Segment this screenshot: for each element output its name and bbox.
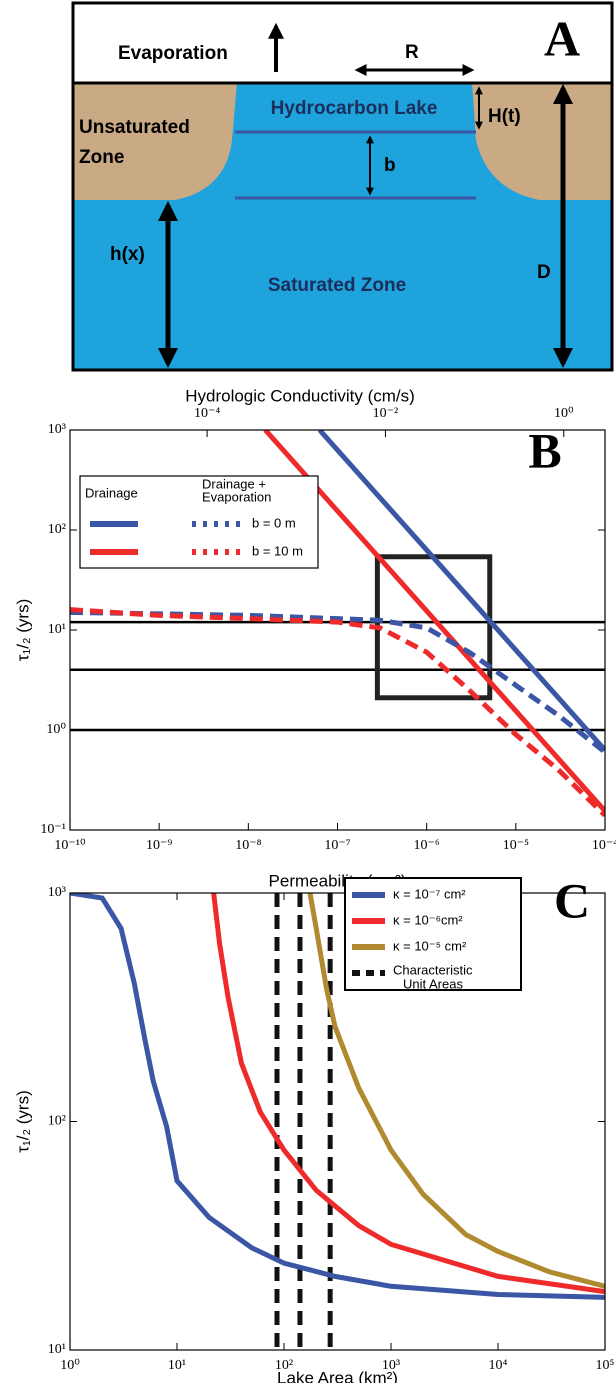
x-tick-label: 10² [275,1358,293,1373]
legend: Drainage Drainage +Evaporation b = 0 m b = … [79,475,319,569]
x-tick-label: 10⁻⁴ [592,838,616,853]
y-tick-label: 10¹ [48,1342,66,1357]
y-tick-label: 10² [48,1114,66,1129]
series-line [70,609,605,755]
x2-tick-label: 10⁻⁴ [194,406,220,421]
legend: κ = 10⁻⁷ cm² κ = 10⁻⁶cm² κ = 10⁻⁵ cm² Chara… [344,877,522,991]
lake-label: Hydrocarbon Lake [271,98,438,119]
x-tick-label: 10⁰ [60,1358,80,1373]
legend-header: Drainage [85,485,138,500]
y-axis-label: τ₁/₂ (yrs) [13,599,32,661]
panel-a: Evaporation R A Hydrocarbon Lake H(t) Un… [71,1,614,372]
series-line [307,893,605,1289]
y-tick-label: 10³ [48,422,66,437]
x-tick-label: 10¹ [168,1358,186,1373]
y-tick-label: 10⁰ [46,722,66,737]
panel-label: A [544,10,580,66]
legend-header: Drainage + [202,476,266,491]
panel-label: C [554,872,590,928]
b-label: b [384,155,396,176]
hx-label: h(x) [110,244,145,265]
x-tick-label: 10⁻⁶ [414,838,440,853]
x-tick-label: 10⁴ [489,1358,508,1373]
y-tick-label: 10⁻¹ [40,822,66,837]
chart: 10⁻¹⁰ 10⁻⁹ 10⁻⁸ 10⁻⁷ 10⁻⁶ 10⁻⁵ 10⁻⁴ 10⁻⁴ 10⁻² 10⁰… [13,386,616,890]
legend-label: Unit Areas [403,976,463,991]
x-tick-label: 10⁻⁸ [235,838,261,853]
series-line [70,893,605,1300]
x-axis-label: Lake Area (km²) [277,1368,398,1383]
y-tick-label: 10³ [48,885,66,900]
y-axis-label: τ₁/₂ (yrs) [13,1090,32,1152]
plot [70,893,605,1350]
x-tick-label: 10⁻⁹ [146,838,172,853]
lake-depth-label: H(t) [488,106,521,127]
x-tick-label: 10⁻¹⁰ [54,838,86,853]
legend-label: b = 10 m [252,543,303,558]
x2-tick-label: 10⁰ [554,406,574,421]
series-line [317,430,605,752]
evaporation-label: Evaporation [118,43,228,64]
x-tick-label: 10⁻⁷ [324,838,350,853]
d-label: D [537,262,551,283]
series-line [70,607,605,818]
lake [170,83,545,201]
x2-tick-label: 10⁻² [373,406,399,421]
y-tick-label: 10¹ [48,622,66,637]
y-tick-label: 10² [48,522,66,537]
x2-axis-label: Hydrologic Conductivity (cm/s) [185,386,415,405]
panel-label: B [528,422,561,478]
legend-label: κ = 10⁻⁷ cm² [393,886,466,901]
legend-label: Characteristic [393,962,473,977]
frame [71,1,614,372]
unsaturated-label: Unsaturated [79,117,190,138]
radius-label: R [405,42,419,63]
unsaturated-label: Zone [79,147,124,168]
x-tick-label: 10⁵ [596,1358,615,1373]
legend-label: b = 0 m [252,515,296,530]
x-tick-label: 10⁻⁵ [503,838,529,853]
legend-label: κ = 10⁻⁶cm² [393,912,463,927]
series-line [211,893,605,1295]
legend-header: Evaporation [202,489,271,504]
atmosphere [73,3,612,83]
legend-label: κ = 10⁻⁵ cm² [393,938,467,953]
x-tick-label: 10³ [382,1358,400,1373]
saturated-label: Saturated Zone [268,275,406,296]
